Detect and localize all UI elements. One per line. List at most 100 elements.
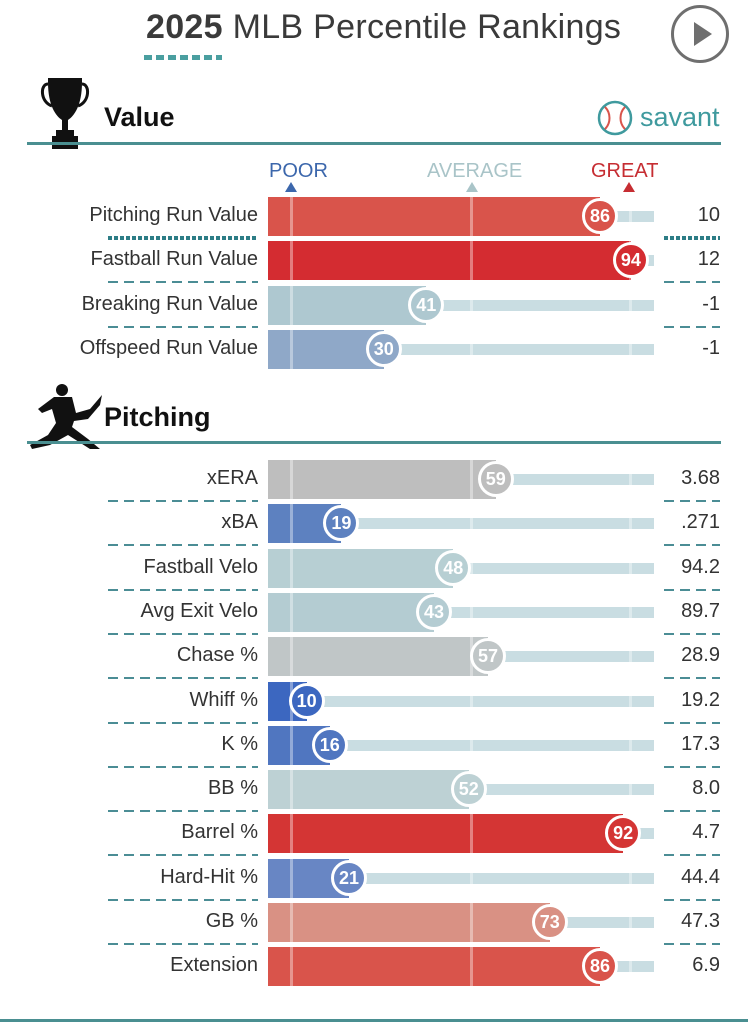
reference-line (290, 196, 293, 236)
percentile-circle: 92 (605, 815, 642, 851)
reference-line (290, 725, 293, 765)
metric-label: Breaking Run Value (81, 293, 258, 315)
bar-track (268, 300, 654, 311)
row-separator (664, 589, 720, 591)
reference-line (290, 769, 293, 809)
metric-value: 44.4 (681, 866, 720, 888)
percentile-circle: 16 (311, 727, 348, 763)
percentile-circle: 57 (470, 638, 507, 674)
reference-line (629, 548, 632, 588)
reference-line (290, 240, 293, 280)
metric-label: Barrel % (181, 821, 258, 843)
percentile-bar (268, 196, 600, 236)
row-separator (664, 722, 720, 724)
row-separator (108, 500, 258, 502)
reference-line (629, 459, 632, 499)
metric-value: 12 (697, 248, 720, 270)
metric-label: Offspeed Run Value (79, 337, 258, 359)
bar-track (268, 740, 654, 751)
reference-line (290, 592, 293, 632)
reference-line (470, 240, 473, 280)
row-separator (108, 722, 258, 724)
percentile-bar (268, 946, 600, 986)
row-separator (108, 943, 258, 945)
reference-line (629, 329, 632, 369)
metric-value: 28.9 (681, 644, 720, 666)
metric-value: 19.2 (681, 689, 720, 711)
metric-value: 89.7 (681, 600, 720, 622)
percentile-circle: 41 (408, 287, 445, 323)
page-title: 2025 MLB Percentile Rankings (146, 8, 621, 47)
reference-line (470, 946, 473, 986)
baseball-icon (597, 100, 633, 136)
percentile-circle: 86 (581, 948, 618, 984)
metric-label: Whiff % (189, 689, 258, 711)
section-title-value: Value (104, 102, 175, 132)
play-button[interactable] (671, 5, 729, 63)
percentile-circle: 21 (331, 860, 368, 896)
bar-track (268, 344, 654, 355)
metric-value: 8.0 (692, 777, 720, 799)
metric-value: .271 (681, 511, 720, 533)
metric-value: 47.3 (681, 910, 720, 932)
reference-line (470, 503, 473, 543)
reference-line (470, 329, 473, 369)
percentile-bar (268, 548, 454, 588)
metric-label: GB % (205, 910, 258, 932)
reference-line (470, 681, 473, 721)
metric-value: -1 (702, 293, 720, 315)
metric-value: 17.3 (681, 733, 720, 755)
metric-label: Extension (170, 954, 258, 976)
reference-line (290, 329, 293, 369)
pitcher-icon (30, 384, 102, 449)
percentile-bar (268, 592, 434, 632)
row-separator (108, 899, 258, 901)
percentile-bar (268, 636, 489, 676)
row-separator (108, 326, 258, 328)
reference-line (629, 769, 632, 809)
percentile-bar (268, 240, 631, 280)
row-separator (664, 544, 720, 546)
metric-label: Hard-Hit % (160, 866, 258, 888)
reference-line (470, 725, 473, 765)
scale-poor-arrow (285, 182, 297, 192)
row-separator (664, 281, 720, 283)
play-icon (694, 22, 712, 46)
percentile-bar (268, 813, 624, 853)
row-separator (108, 677, 258, 679)
reference-line (290, 459, 293, 499)
trophy-icon (41, 78, 89, 149)
reference-line (290, 813, 293, 853)
section-divider (27, 142, 721, 145)
reference-line (629, 285, 632, 325)
percentile-circle: 73 (531, 904, 568, 940)
savant-brand[interactable]: savant (640, 102, 720, 132)
percentile-circle: 30 (365, 331, 402, 367)
percentile-bar (268, 902, 550, 942)
metric-value: -1 (702, 337, 720, 359)
reference-line (470, 459, 473, 499)
reference-line (290, 946, 293, 986)
section-divider (27, 441, 721, 444)
bar-track (268, 607, 654, 618)
reference-line (629, 946, 632, 986)
row-separator (664, 854, 720, 856)
metric-value: 94.2 (681, 556, 720, 578)
scale-great-arrow (623, 182, 635, 192)
reference-line (629, 503, 632, 543)
reference-line (629, 636, 632, 676)
row-separator (664, 766, 720, 768)
bar-track (268, 873, 654, 884)
title-year: 2025 (146, 8, 223, 46)
row-separator (108, 766, 258, 768)
row-separator (664, 500, 720, 502)
reference-line (290, 285, 293, 325)
metric-value: 10 (697, 204, 720, 226)
reference-line (629, 592, 632, 632)
row-separator (664, 677, 720, 679)
reference-line (470, 592, 473, 632)
reference-line (290, 548, 293, 588)
scale-great: GREAT (591, 160, 659, 182)
row-separator (664, 326, 720, 328)
metric-label: xERA (206, 467, 258, 489)
